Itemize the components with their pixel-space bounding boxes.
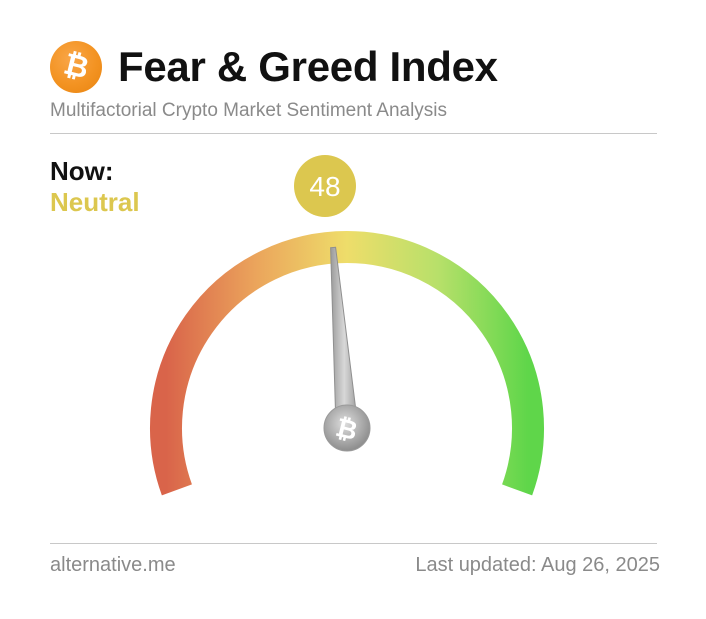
sentiment-classification: Neutral: [50, 187, 140, 217]
gauge-hub: ₿: [323, 404, 371, 452]
bitcoin-logo-icon: ₿: [50, 41, 102, 93]
last-updated: Last updated: Aug 26, 2025: [415, 554, 660, 576]
header-divider: [50, 133, 657, 134]
source-link[interactable]: alternative.me: [50, 554, 176, 576]
page-title: Fear & Greed Index: [118, 43, 498, 90]
gauge-needle: [330, 246, 359, 430]
page-subtitle: Multifactorial Crypto Market Sentiment A…: [50, 100, 448, 121]
gauge-arc: [150, 231, 544, 496]
value-badge: 48: [294, 155, 356, 217]
now-label: Now:: [50, 156, 114, 186]
footer-divider: [50, 543, 657, 544]
index-value: 48: [309, 171, 340, 202]
